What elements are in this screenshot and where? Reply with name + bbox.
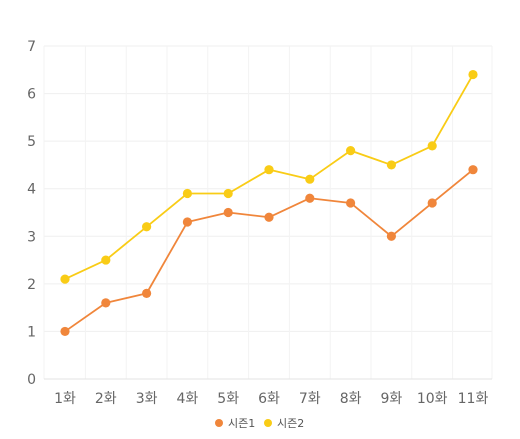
legend-item-1[interactable]: 시즌1 [215,417,255,430]
data-point[interactable] [60,274,70,284]
data-point[interactable] [182,217,192,227]
y-tick-label: 6 [27,87,36,103]
data-point[interactable] [60,326,70,337]
legend-marker [264,419,272,427]
series [60,69,478,337]
data-point[interactable] [223,188,233,199]
y-tick-label: 3 [27,229,36,245]
x-tick-label: 1화 [54,391,76,407]
data-point[interactable] [468,165,478,175]
x-tick-label: 8화 [340,391,362,407]
legend-item-2[interactable]: 시즌2 [264,417,304,430]
x-tick-label: 2화 [95,391,117,407]
legend-label: 시즌1 [228,417,255,430]
data-point[interactable] [223,207,233,218]
data-point[interactable] [386,160,396,170]
x-tick-label: 3화 [136,391,158,407]
data-point[interactable] [142,288,152,298]
x-tick-label: 6화 [258,391,280,407]
data-point[interactable] [468,69,478,80]
axes: 0 1 2 3 4 5 6 7 1화 2화 3화 4화 5화 6화 7화 8화 9화 10화 11화 [27,39,492,407]
x-tick-label: 10화 [417,391,448,407]
x-tick-label: 5화 [217,391,239,407]
x-tick-label: 9화 [381,391,403,407]
y-tick-label: 4 [27,182,36,198]
data-point[interactable] [264,165,274,175]
y-tick-label: 1 [27,324,36,340]
legend-label: 시즌2 [277,417,304,430]
data-point[interactable] [386,231,396,241]
grid [43,45,493,380]
y-tick-label: 2 [27,277,36,293]
data-point[interactable] [427,198,437,208]
legend-marker [215,419,223,427]
y-tick-label: 5 [27,134,36,150]
data-point[interactable] [346,146,356,156]
data-point[interactable] [182,188,192,199]
data-point[interactable] [101,298,111,308]
data-point[interactable] [346,198,356,208]
data-point[interactable] [305,174,315,184]
data-point[interactable] [101,255,111,265]
y-tick-label: 7 [27,39,36,55]
x-tick-label: 7화 [299,391,321,407]
x-tick-label: 4화 [177,391,199,407]
legend: 시즌1 시즌2 [215,417,304,430]
y-tick-label: 0 [27,372,36,388]
data-point[interactable] [142,222,152,232]
data-point[interactable] [305,193,315,203]
data-point[interactable] [427,141,437,151]
x-tick-label: 11화 [458,391,489,407]
data-point[interactable] [264,212,274,222]
